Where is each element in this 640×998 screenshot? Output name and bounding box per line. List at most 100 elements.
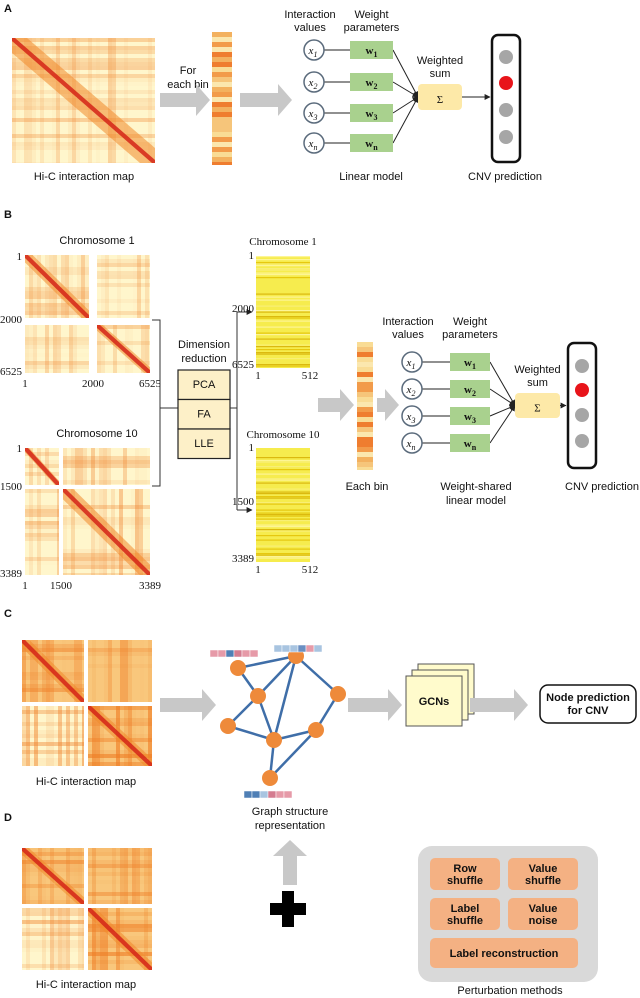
heatmap-stripe: [63, 573, 150, 575]
heatmap-stripe: [22, 932, 84, 936]
input-label: x2: [308, 77, 318, 91]
reduced-map-line: [256, 461, 310, 463]
heatmap-stripe: [69, 325, 73, 373]
heatmap-stripe: [45, 448, 49, 485]
method-box: [508, 898, 578, 930]
heatmap-diagonal: [88, 706, 152, 766]
heatmap-stripe: [148, 706, 152, 766]
caption: Each bin: [346, 481, 389, 493]
graph-node: [308, 722, 324, 738]
heatmap-stripe: [25, 557, 59, 561]
heatmap-stripe: [88, 762, 152, 766]
heatmap-stripe: [25, 271, 89, 275]
heatmap-stripe: [25, 521, 59, 525]
heatmap-stripe: [12, 82, 155, 86]
heatmap-stripe: [74, 706, 78, 766]
heatmap-stripe: [82, 706, 84, 766]
output-node: [499, 103, 513, 117]
heatmap-stripe: [50, 706, 54, 766]
reduced-map-line: [256, 497, 310, 499]
graph-edge: [227, 724, 275, 742]
heatmap-stripe: [22, 762, 84, 766]
input-label: xn: [406, 438, 416, 452]
heatmap-stripe: [25, 561, 59, 565]
heatmap-stripe: [117, 255, 121, 318]
weight-index: 2: [373, 82, 377, 91]
weight-index: n: [472, 443, 477, 452]
method-label: LLE: [194, 438, 214, 450]
heatmap-stripe: [12, 118, 155, 122]
heatmap-stripe: [26, 908, 30, 970]
reduced-map-line: [256, 365, 310, 367]
heatmap-stripe: [22, 684, 84, 688]
heatmap-base: [25, 325, 89, 373]
heatmap-stripe: [128, 640, 132, 702]
heatmap-stripe: [12, 58, 155, 62]
flow-arrow: [348, 689, 402, 721]
heatmap-base: [88, 848, 152, 904]
reduced-map-line: [256, 259, 310, 261]
heatmap-stripe: [22, 940, 84, 944]
weight-symbol: w: [464, 438, 472, 450]
reduced-map-line: [256, 557, 310, 559]
weight-box: [450, 434, 490, 452]
heatmap-stripe: [71, 489, 75, 575]
input-index: n: [313, 143, 317, 152]
heatmap-stripe: [22, 864, 84, 868]
heatmap-base: [63, 448, 150, 485]
heatmap-stripe: [22, 912, 84, 916]
graph-edge: [237, 654, 297, 670]
weight-box: [450, 353, 490, 371]
caption: Hi-C interaction map: [36, 776, 136, 788]
heatmap-stripe: [135, 448, 139, 485]
feature-cell: [241, 649, 251, 658]
heatmap-stripe: [22, 688, 84, 692]
bin-cell: [357, 442, 373, 447]
heatmap-stripe: [120, 640, 124, 702]
label: shuffle: [447, 875, 483, 887]
bin-cell: [212, 92, 232, 97]
heatmap-stripe: [63, 480, 150, 484]
y-tick-label: 6525: [0, 366, 23, 378]
caption: CNV prediction: [468, 171, 542, 183]
heatmap-stripe: [22, 730, 84, 734]
heatmap-stripe: [12, 38, 16, 163]
heatmap-stripe: [77, 255, 81, 318]
input-label: x3: [406, 411, 416, 425]
weight-symbol: w: [366, 77, 374, 89]
heatmap-stripe: [103, 448, 107, 485]
heatmap-stripe: [100, 908, 104, 970]
reduced-map-line: [256, 524, 310, 526]
reduced-map-line: [256, 305, 310, 307]
reduced-map-line: [256, 548, 310, 550]
heatmap-stripe: [96, 908, 100, 970]
heatmap-stripe: [63, 549, 150, 553]
bin-cell: [357, 357, 373, 362]
input-symbol: x: [406, 357, 412, 369]
panel-label: B: [4, 209, 12, 221]
heatmap-stripe: [123, 448, 127, 485]
input-index: 3: [410, 416, 415, 425]
input-label: x1: [406, 357, 416, 371]
method-box: [177, 398, 231, 430]
heatmap-stripe: [108, 640, 112, 702]
heatmap-stripe: [97, 311, 150, 315]
reduced-map-line: [256, 460, 310, 462]
heatmap-stripe: [63, 505, 150, 509]
heatmap-title: Chromosome 10: [56, 428, 137, 440]
bin-cell: [357, 467, 373, 470]
label: Label: [451, 903, 480, 915]
heatmap-stripe: [25, 341, 89, 345]
heatmap-stripe: [88, 924, 152, 928]
heatmap-stripe: [88, 952, 152, 956]
output-node: [575, 383, 589, 397]
label: for CNV: [568, 705, 610, 717]
method-box: [430, 898, 500, 930]
heatmap-stripe: [124, 38, 128, 163]
heatmap-base: [88, 640, 152, 702]
heatmap-stripe: [70, 640, 74, 702]
heatmap-stripe: [25, 452, 59, 456]
reduced-map-line: [256, 269, 310, 271]
method-box: [177, 428, 231, 460]
bin-cell: [212, 107, 232, 112]
